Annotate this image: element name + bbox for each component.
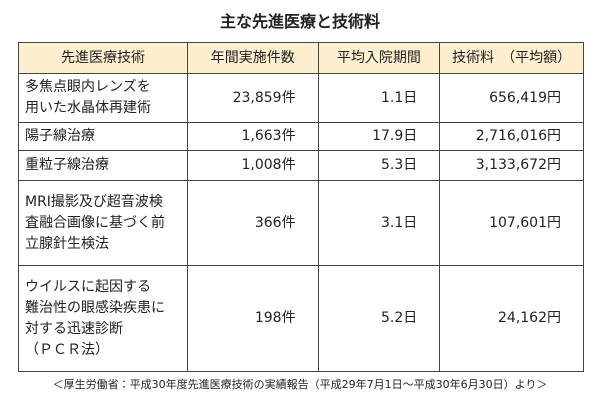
- table-row: MRI撮影及び超音波検 査融合画像に基づく前 立腺針生検法 366件 3.1日 107,6…: [18, 180, 584, 266]
- value-cell: 5.2日: [317, 265, 441, 372]
- header-cell: 先進医療技術: [18, 42, 188, 74]
- cell-line: MRI撮影及び超音波検: [25, 193, 163, 210]
- cell-line: 対する迅速診断: [25, 320, 123, 337]
- table-row: 多焦点眼内レンズを 用いた水晶体再建術 23,859件 1.1日 656,419円: [18, 73, 584, 123]
- name-cell: 陽子線治療: [18, 122, 188, 151]
- header-cell: 年間実施件数: [186, 42, 319, 74]
- value-cell: 1,008件: [186, 150, 319, 181]
- value-cell: 1.1日: [317, 73, 441, 123]
- value-cell: 107,601円: [439, 180, 584, 266]
- cell-line: 重粒子線治療: [25, 157, 109, 173]
- cell-line: 用いた水晶体再建術: [25, 100, 151, 116]
- cell-line: 陽子線治療: [25, 128, 95, 144]
- cell-line: ウイルスに起因する: [25, 278, 151, 295]
- footer: ＜厚生労働省：平成30年度先進医療技術の実績報告（平成29年7月1日～平成30年…: [52, 378, 548, 391]
- name-cell: 多焦点眼内レンズを 用いた水晶体再建術: [18, 73, 188, 123]
- title: 主な先進医療と技術料: [219, 12, 380, 31]
- cell-line: 立腺針生検法: [25, 235, 109, 252]
- cell-line: （ＰＣＲ法）: [25, 341, 109, 358]
- header-row: 先進医療技術 年間実施件数 平均入院期間 技術料 （平均額）: [18, 42, 584, 74]
- table-row: 重粒子線治療 1,008件 5.3日 3,133,672円: [18, 150, 584, 181]
- cell-line: 難治性の眼感染疾患に: [25, 299, 165, 316]
- value-cell: 23,859件: [186, 73, 319, 123]
- cell-line: 査融合画像に基づく前: [25, 214, 165, 231]
- value-cell: 2,716,016円: [439, 122, 584, 151]
- table: 先進医療技術 年間実施件数 平均入院期間 技術料 （平均額） 多焦点眼内レンズを 用いた…: [18, 42, 584, 372]
- table-row: ウイルスに起因する 難治性の眼感染疾患に 対する迅速診断 （ＰＣＲ法） 198件 5.2日…: [18, 265, 584, 372]
- value-cell: 656,419円: [439, 73, 584, 123]
- name-cell: MRI撮影及び超音波検 査融合画像に基づく前 立腺針生検法: [18, 180, 188, 266]
- value-cell: 5.3日: [317, 150, 441, 181]
- name-cell: 重粒子線治療: [18, 150, 188, 181]
- header-cell: 平均入院期間: [317, 42, 441, 74]
- value-cell: 3,133,672円: [439, 150, 584, 181]
- cell-line: 多焦点眼内レンズを: [25, 79, 151, 95]
- value-cell: 3.1日: [317, 180, 441, 266]
- table-row: 陽子線治療 1,663件 17.9日 2,716,016円: [18, 122, 584, 151]
- value-cell: 198件: [186, 265, 319, 372]
- value-cell: 17.9日: [317, 122, 441, 151]
- value-cell: 24,162円: [439, 265, 584, 372]
- name-cell: ウイルスに起因する 難治性の眼感染疾患に 対する迅速診断 （ＰＣＲ法）: [18, 265, 188, 372]
- value-cell: 1,663件: [186, 122, 319, 151]
- table-body: 多焦点眼内レンズを 用いた水晶体再建術 23,859件 1.1日 656,419円 陽子線…: [18, 73, 584, 372]
- header-cell: 技術料 （平均額）: [439, 42, 584, 74]
- value-cell: 366件: [186, 180, 319, 266]
